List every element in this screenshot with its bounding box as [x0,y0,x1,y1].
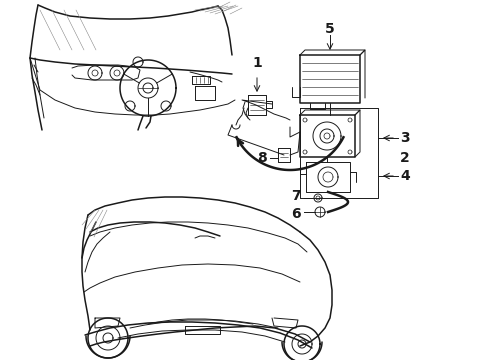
Text: 4: 4 [400,169,410,183]
Text: 3: 3 [400,131,410,145]
Text: 8: 8 [257,151,267,165]
Text: 7: 7 [291,189,301,203]
Text: 5: 5 [325,22,335,36]
Text: 2: 2 [400,151,410,165]
Text: 1: 1 [252,56,262,70]
Text: 6: 6 [291,207,301,221]
